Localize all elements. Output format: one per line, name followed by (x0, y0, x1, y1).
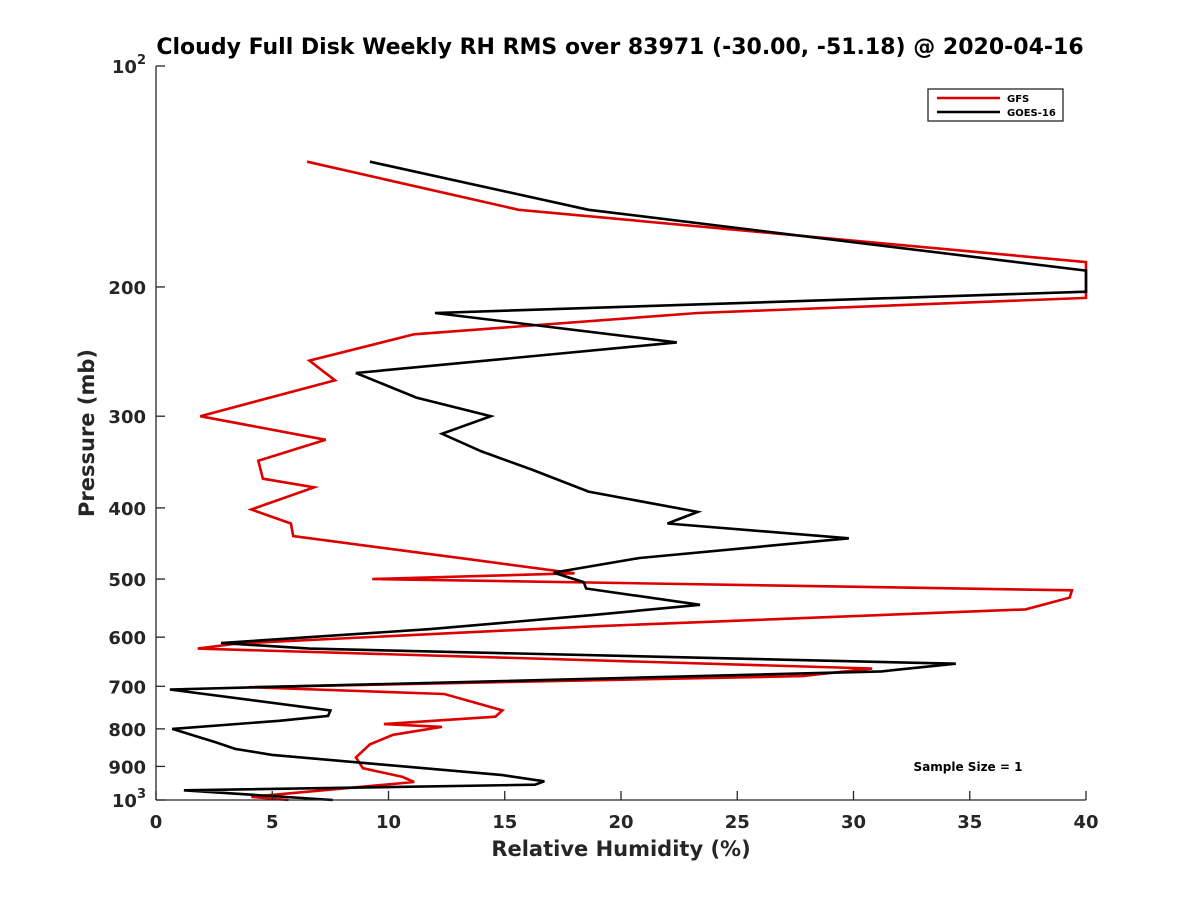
y-tick-label: 700 (108, 677, 146, 698)
y-tick-label: 103 (112, 787, 146, 812)
x-axis-label: Relative Humidity (%) (491, 837, 750, 861)
y-tick-label: 200 (108, 278, 146, 299)
x-tick-label: 20 (608, 812, 633, 833)
legend-label-goes-16: GOES-16 (1007, 108, 1056, 119)
legend-label-gfs: GFS (1007, 94, 1029, 105)
x-tick-label: 25 (725, 812, 750, 833)
x-tick-label: 5 (266, 812, 279, 833)
y-axis-label: Pressure (mb) (75, 349, 99, 517)
legend: GFS GOES-16 (927, 88, 1064, 122)
x-tick-label: 15 (492, 812, 517, 833)
x-tick-label: 0 (150, 812, 163, 833)
y-tick-label: 900 (108, 757, 146, 778)
y-tick-label: 300 (108, 407, 146, 428)
y-tick-label: 600 (108, 628, 146, 649)
y-axis-ticks: 102 200 300 400 500 600 700 800 900 103 (108, 53, 165, 812)
x-tick-label: 30 (841, 812, 866, 833)
y-tick-label: 800 (108, 720, 146, 741)
legend-box (927, 88, 1064, 122)
x-axis-ticks: 0 5 10 15 20 25 30 35 40 (150, 791, 1099, 833)
y-tick-label: 102 (112, 53, 146, 78)
sample-size-annotation: Sample Size = 1 (914, 760, 1023, 774)
y-tick-label: 400 (108, 499, 146, 520)
x-tick-label: 40 (1073, 812, 1098, 833)
series-layer (169, 160, 1088, 802)
x-tick-label: 35 (957, 812, 982, 833)
x-tick-label: 10 (376, 812, 401, 833)
legend-items: GFS GOES-16 (937, 94, 1056, 119)
plot-area: 0 5 10 15 20 25 30 35 40 102 200 300 400 500 600 700 80… (108, 53, 1098, 833)
series-line-gfs (197, 160, 1088, 802)
chart-title: Cloudy Full Disk Weekly RH RMS over 8397… (156, 35, 1083, 60)
series-line-goes-16 (169, 160, 1088, 802)
y-tick-label: 500 (108, 570, 146, 591)
